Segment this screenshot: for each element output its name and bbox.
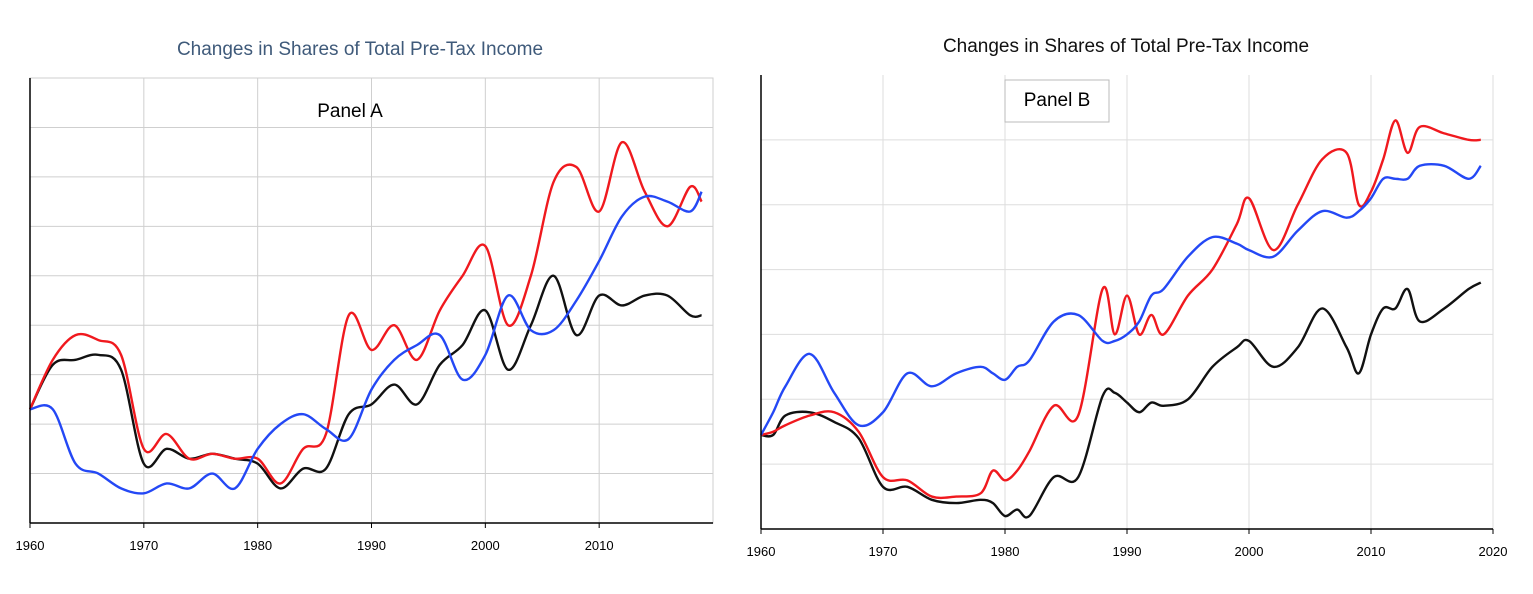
gridlines: [761, 75, 1494, 529]
x-tick-label: 1990: [1113, 544, 1142, 559]
series-line-black: [760, 281, 1482, 519]
panel-a: Changes in Shares of Total Pre-Tax Incom…: [0, 0, 740, 589]
series-line-black: [28, 274, 702, 490]
panel-label: Panel A: [317, 101, 383, 122]
x-tick-label: 1960: [16, 538, 45, 553]
panel-b: Changes in Shares of Total Pre-Tax Incom…: [740, 0, 1533, 589]
gridlines: [29, 77, 714, 524]
x-axis: 1960 1970 1980 1990 2000 2010: [16, 78, 713, 553]
series-line-blue: [759, 162, 1482, 436]
chart-title: Changes in Shares of Total Pre-Tax Incom…: [177, 39, 543, 60]
x-tick-label: 1970: [869, 544, 898, 559]
chart-title: Changes in Shares of Total Pre-Tax Incom…: [943, 36, 1309, 57]
x-axis: 1960 1970 1980 1990 2000 2010 2020: [747, 75, 1508, 559]
series-line-blue: [29, 191, 703, 495]
x-tick-label: 1990: [357, 538, 386, 553]
x-tick-label: 1960: [747, 544, 776, 559]
panel-label-box: [1004, 79, 1110, 123]
series-lines: [28, 141, 703, 495]
x-tick-label: 1970: [129, 538, 158, 553]
panel-b-chart: Changes in Shares of Total Pre-Tax Incom…: [747, 36, 1508, 559]
x-tick-label: 2000: [471, 538, 500, 553]
x-tick-label: 2010: [1357, 544, 1386, 559]
x-tick-label: 2020: [1479, 544, 1508, 559]
series-lines: [759, 119, 1482, 519]
panel-a-chart: Changes in Shares of Total Pre-Tax Incom…: [16, 39, 714, 553]
x-tick-label: 2000: [1235, 544, 1264, 559]
series-line-red: [28, 141, 703, 485]
series-line-red: [760, 119, 1481, 500]
panel-label: Panel B: [1024, 90, 1091, 111]
x-tick-label: 1980: [243, 538, 272, 553]
x-tick-label: 1980: [991, 544, 1020, 559]
x-tick-label: 2010: [585, 538, 614, 553]
